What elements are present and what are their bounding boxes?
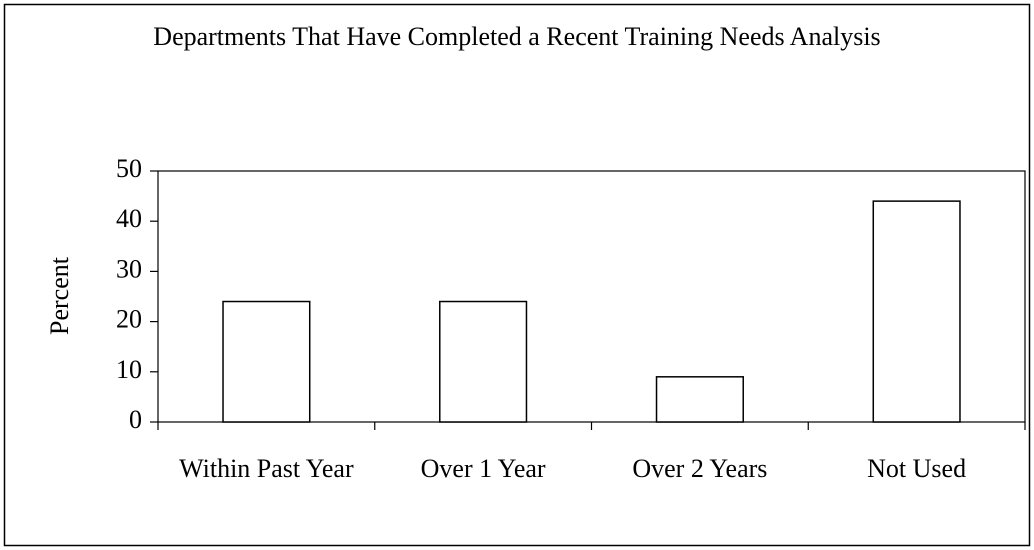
x-tick-label: Not Used [867,454,967,483]
bar [222,300,311,423]
bar [872,200,961,423]
y-tick-label: 0 [129,405,142,434]
x-tick-label: Over 1 Year [420,454,546,483]
x-tick-label: Over 2 Years [632,454,768,483]
y-tick-label: 30 [116,254,142,283]
y-tick-label: 50 [116,154,142,183]
chart-title: Departments That Have Completed a Recent… [153,22,881,51]
x-tick-label: Within Past Year [179,454,354,483]
bar [655,376,744,423]
y-tick-label: 20 [116,305,142,334]
y-axis-label: Percent [45,256,74,335]
y-tick-label: 40 [116,204,142,233]
bar [439,300,528,423]
chart-border [3,3,1031,547]
y-tick-label: 10 [116,355,142,384]
